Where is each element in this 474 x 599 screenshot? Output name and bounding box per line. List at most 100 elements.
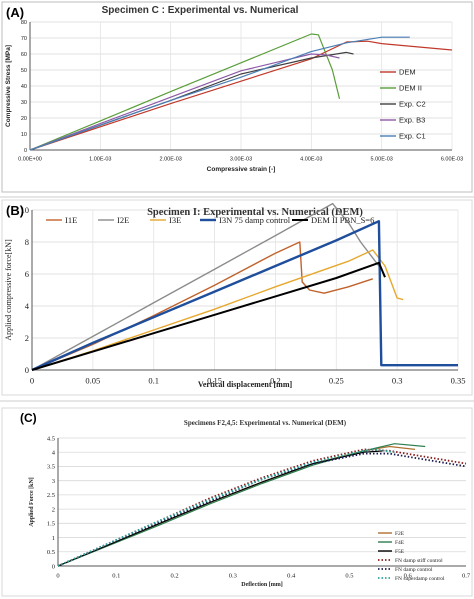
series-line-i3n-75-damp-control: [31, 220, 458, 372]
x-tick-label: 0.2: [270, 376, 281, 386]
legend-label: DEM: [399, 68, 416, 77]
series-line-f4e: [57, 443, 426, 567]
legend-label: Exp. C1: [399, 132, 426, 141]
x-tick-label: 2.00E-03: [160, 157, 182, 163]
chart-title: Specimen I: Experimental vs. Numerical (…: [147, 207, 363, 218]
y-tick-label: 3.5: [47, 464, 55, 471]
x-tick-label: 0: [30, 376, 34, 386]
panel-label: (C): [20, 411, 37, 425]
y-tick-label: 50: [21, 68, 27, 74]
legend-label: I3N 75 damp control: [219, 215, 291, 225]
x-tick-label: 0.25: [329, 376, 344, 386]
x-tick-label: 0.15: [207, 376, 222, 386]
x-tick-label: 0.1: [112, 573, 120, 580]
series-line-exp-c2: [29, 51, 354, 151]
x-tick-label: 6.00E-03: [441, 157, 463, 163]
chart-b-svg: 0 2 4 6 8 10 0 0.05 0.1 0.15 0.2 0.25 0.3 0.35 Specime…: [1, 199, 473, 396]
legend-label: Exp. C2: [399, 100, 426, 109]
series-line-exp-b3: [29, 53, 340, 151]
legend-label: I1E: [65, 215, 77, 225]
series-line-i3e: [31, 249, 404, 371]
panel-divider: [0, 400, 474, 402]
legend-label: F4E: [395, 540, 405, 546]
y-tick-label: 8: [25, 237, 29, 247]
y-tick-label: 70: [21, 36, 27, 42]
series-line-i2e: [31, 202, 380, 371]
panel-frame: [1, 407, 473, 597]
y-tick-label: 30: [21, 100, 27, 106]
chart-title: Specimen C : Experimental vs. Numerical: [102, 5, 299, 16]
y-axis-label: Applied Force [kN]: [29, 477, 35, 527]
chart-panel-a: 0 10 20 30 40 50 60 70 80 0.00E+00 1.00E-03 2.00E-0…: [0, 0, 474, 196]
chart-panel-c: 0 0.5 1 1.5 2 2.5 3 3.5 4 4.5 0 0.1 0.2 0.3 0.4 0.5 0.6 0…: [0, 406, 474, 599]
x-tick-label: 3.00E-03: [230, 157, 252, 163]
legend-label: DEM II PBN_S=6: [311, 215, 374, 225]
x-axis-label: Compressive strain [-]: [207, 166, 276, 173]
y-tick-label: 0: [52, 563, 55, 570]
legend-label: I2E: [117, 215, 129, 225]
legend-label: I3E: [169, 215, 181, 225]
x-tick-label: 0.4: [287, 573, 296, 580]
series-line-dem-ii-pbn-s-6: [31, 261, 386, 371]
x-tick-label: 4.00E-03: [300, 157, 322, 163]
panel-label: (B): [6, 203, 24, 218]
legend-label: F2E: [395, 531, 405, 537]
x-tick-label: 0.5: [345, 573, 353, 580]
x-axis-label: Vertical displacement [mm]: [198, 380, 293, 389]
legend-label: F5E: [395, 549, 405, 555]
y-tick-label: 10: [21, 132, 27, 138]
y-axis-label: Compressive Stress [MPa]: [5, 45, 12, 127]
x-tick-label: 0.3: [392, 376, 403, 386]
legend-label: FN damp control: [395, 567, 433, 573]
series-line-fn-damp-control: [57, 452, 467, 567]
y-tick-label: 0: [25, 365, 29, 375]
x-axis-label: Deflection [mm]: [241, 582, 282, 588]
legend-label: FN damp stiff control: [395, 557, 443, 564]
panel-divider: [0, 196, 474, 198]
series-line-fn-superdamp-control: [57, 448, 395, 567]
y-tick-label: 0: [24, 148, 27, 154]
y-tick-label: 4: [25, 301, 30, 311]
x-tick-label: 0.3: [229, 573, 237, 580]
y-tick-label: 20: [21, 116, 27, 122]
y-tick-label: 10: [21, 205, 30, 215]
chart-a-svg: 0 10 20 30 40 50 60 70 80 0.00E+00 1.00E-03 2.00E-0…: [1, 1, 473, 193]
series-line-dem: [29, 40, 453, 151]
x-tick-label: 0.1: [148, 376, 159, 386]
y-tick-label: 2: [25, 333, 29, 343]
chart-panel-b: 0 2 4 6 8 10 0 0.05 0.1 0.15 0.2 0.25 0.3 0.35 Specime…: [0, 198, 474, 398]
x-tick-label: 0.2: [171, 573, 179, 580]
y-tick-label: 2.5: [47, 492, 55, 499]
legend-label: DEM II: [399, 84, 422, 93]
y-tick-label: 0.5: [47, 549, 55, 556]
x-tick-label: 0: [56, 573, 59, 580]
series-line-f5e: [57, 450, 385, 567]
y-tick-label: 4: [52, 449, 56, 456]
series-line-fn-damp-stiff-control: [57, 448, 467, 567]
x-tick-label: 0.7: [462, 573, 471, 580]
legend-label: FN superdamp control: [395, 576, 445, 582]
series-line-f2e: [57, 445, 416, 567]
y-tick-label: 80: [21, 20, 27, 26]
legend-label: Exp. B3: [399, 116, 425, 125]
y-tick-label: 1: [52, 535, 55, 542]
y-tick-label: 60: [21, 52, 27, 58]
y-tick-label: 1.5: [47, 521, 55, 528]
y-tick-label: 3: [52, 478, 55, 485]
y-tick-label: 4.5: [47, 435, 55, 442]
panel-frame: [1, 199, 473, 396]
y-tick-label: 6: [25, 269, 29, 279]
series-line-exp-c1: [29, 36, 410, 151]
x-tick-label: 0.35: [451, 376, 466, 386]
x-tick-label: 5.00E-03: [371, 157, 393, 163]
chart-c-svg: 0 0.5 1 1.5 2 2.5 3 3.5 4 4.5 0 0.1 0.2 0.3 0.4 0.5 0.6 0…: [1, 407, 473, 597]
chart-title: Specimens F2,4,5: Experimental vs. Numer…: [184, 419, 347, 427]
x-tick-label: 0.6: [404, 573, 413, 580]
y-axis-label: Applied compressive force[kN]: [4, 239, 13, 341]
x-tick-label: 0.00E+00: [18, 157, 42, 163]
panel-frame: [1, 1, 473, 193]
y-tick-label: 2: [52, 506, 55, 513]
panel-label: (A): [6, 5, 24, 20]
y-tick-label: 40: [21, 84, 27, 90]
x-tick-label: 0.05: [85, 376, 100, 386]
